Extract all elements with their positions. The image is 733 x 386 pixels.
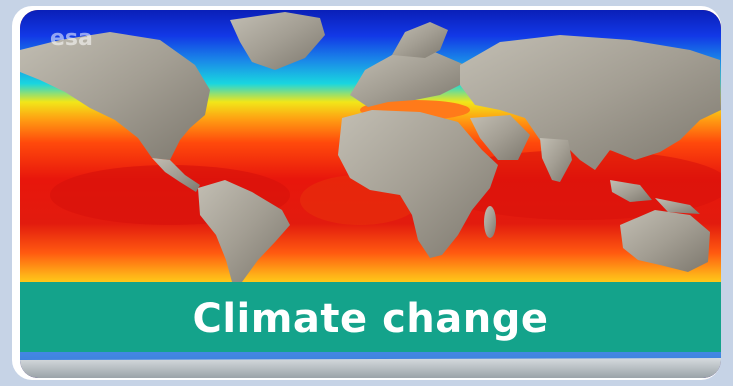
indonesia <box>655 198 700 214</box>
card-title: Climate change <box>192 296 549 342</box>
madagascar <box>484 206 496 238</box>
asia <box>460 35 721 170</box>
africa <box>338 110 498 258</box>
scandinavia <box>392 22 448 58</box>
south-america <box>198 180 290 282</box>
north-america <box>20 32 210 160</box>
greenland <box>230 12 325 70</box>
indonesia <box>610 180 652 202</box>
southern-ocean <box>20 352 721 360</box>
sea-surface-temperature-map <box>20 10 721 378</box>
central-america <box>152 158 200 192</box>
india <box>540 138 572 182</box>
europe <box>350 50 465 107</box>
climate-change-card[interactable]: esa Climate change <box>20 10 721 378</box>
arabian-peninsula <box>470 115 530 160</box>
esa-logo: esa <box>50 26 93 51</box>
title-banner: Climate change <box>20 282 721 352</box>
australia <box>620 210 710 272</box>
warm-patch <box>430 150 721 220</box>
